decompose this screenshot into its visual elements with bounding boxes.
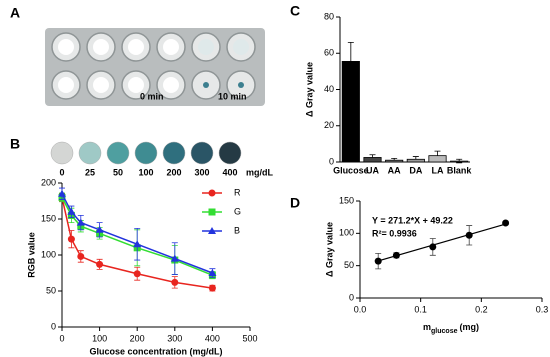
strip-label: 400 <box>222 167 237 177</box>
x-tick-label: 500 <box>242 333 257 343</box>
x-tick-label: LA <box>432 165 444 175</box>
y-tick-label: 50 <box>344 260 354 270</box>
legend-label: R <box>234 187 241 197</box>
point <box>392 251 400 259</box>
marker <box>170 254 179 262</box>
marker <box>208 269 217 276</box>
x-tick-label: 0.2 <box>475 304 488 314</box>
y-tick-label: 0 <box>329 156 334 166</box>
y-tick-label: 0 <box>51 321 56 331</box>
marker <box>96 260 104 268</box>
marker <box>171 278 179 286</box>
x-tick-label: 0 <box>59 333 64 343</box>
y-tick-label: 100 <box>41 249 56 259</box>
strip-unit: mg/dL <box>246 167 273 177</box>
color-spot <box>50 141 74 165</box>
marker <box>208 284 216 292</box>
marker <box>208 227 216 234</box>
strip-label: 50 <box>113 167 123 177</box>
legend-label: B <box>234 225 240 235</box>
x-tick-label: 200 <box>130 333 145 343</box>
y-tick-label: 0 <box>349 292 354 302</box>
y-tick-label: 50 <box>46 285 56 295</box>
marker <box>67 207 76 215</box>
well-spots <box>58 39 249 93</box>
y-tick-label: 60 <box>324 48 334 58</box>
x-axis-label: mglucose (mg) <box>423 322 479 334</box>
marker <box>133 270 141 278</box>
y-axis-label: Δ Gray value <box>324 222 334 277</box>
color-spot <box>162 141 186 165</box>
color-spot <box>218 141 242 165</box>
x-tick-label: AA <box>388 165 401 175</box>
marker <box>95 225 104 233</box>
bar <box>406 158 425 163</box>
marker <box>208 189 216 197</box>
x-axis-label: Glucose concentration (mg/dL) <box>89 346 222 356</box>
bar <box>363 157 382 163</box>
bar <box>428 155 447 163</box>
marker <box>67 235 75 243</box>
y-tick-label: 150 <box>41 213 56 223</box>
annotation: R²= 0.9936 <box>372 228 417 238</box>
panel-label: A <box>10 5 20 21</box>
bar <box>450 160 469 163</box>
y-axis-label: RGB value <box>26 232 36 278</box>
x-tick-label: 300 <box>167 333 182 343</box>
x-tick-label: Glucose <box>333 165 369 175</box>
color-spot <box>78 141 102 165</box>
legend-label: G <box>234 206 241 216</box>
photo-annotation: 10 min <box>218 91 247 101</box>
x-axis-label-main: m <box>423 322 431 332</box>
color-spot <box>190 141 214 165</box>
y-axis-label: Δ Gray value <box>304 62 314 117</box>
y-tick-label: 200 <box>41 177 56 187</box>
bar <box>385 159 404 163</box>
marker <box>58 189 66 197</box>
y-tick-label: 40 <box>324 84 334 94</box>
strip-label: 0 <box>59 167 64 177</box>
panel-label: B <box>10 136 20 152</box>
y-tick-label: 150 <box>339 195 354 205</box>
marker <box>77 252 85 260</box>
annotation: Y = 271.2*X + 49.22 <box>372 215 453 225</box>
panel-label: D <box>290 195 300 211</box>
point <box>374 257 382 265</box>
strip-label: 300 <box>194 167 209 177</box>
marker <box>208 208 216 216</box>
strip-label: 25 <box>85 167 95 177</box>
x-tick-label: UA <box>366 165 379 175</box>
point <box>465 231 473 239</box>
marker <box>76 218 85 226</box>
x-tick-label: 0.3 <box>536 304 549 314</box>
x-tick-label: Blank <box>447 165 473 175</box>
x-tick-label: 100 <box>92 333 107 343</box>
color-spot <box>106 141 130 165</box>
x-tick-label: DA <box>409 165 422 175</box>
point <box>429 243 437 251</box>
point <box>502 219 510 227</box>
strip-label: 100 <box>138 167 153 177</box>
x-axis-label-unit: (mg) <box>459 322 479 332</box>
panel-label: C <box>290 3 300 19</box>
x-tick-label: 0.0 <box>354 304 367 314</box>
x-tick-label: 400 <box>205 333 220 343</box>
y-tick-label: 20 <box>324 120 334 130</box>
bar <box>341 61 360 163</box>
y-tick-label: 100 <box>339 228 354 238</box>
x-axis-label-sub: glucose <box>431 328 458 335</box>
photo-annotation: 0 min <box>140 91 164 101</box>
color-spot <box>134 141 158 165</box>
x-tick-label: 0.1 <box>414 304 427 314</box>
strip-label: 200 <box>166 167 181 177</box>
marker <box>133 240 142 248</box>
y-tick-label: 80 <box>324 11 334 21</box>
